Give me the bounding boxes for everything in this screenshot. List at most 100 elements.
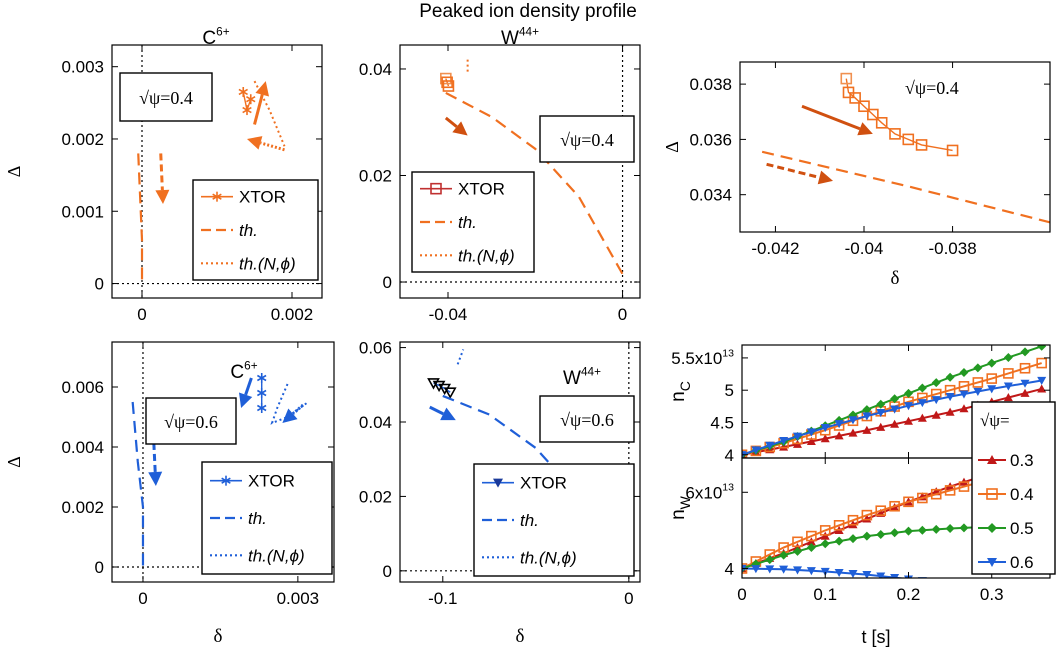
data-point-psi-0.3 bbox=[779, 442, 789, 451]
series-line-th bbox=[137, 153, 144, 284]
data-point-psi-0.3 bbox=[820, 434, 830, 443]
y-tick-label: 0.02 bbox=[359, 166, 392, 185]
y-tick-label: 0 bbox=[95, 558, 104, 577]
panel-title: W44+ bbox=[563, 365, 601, 389]
data-point-psi-0.5 bbox=[945, 372, 955, 382]
y-axis-label: Δ bbox=[4, 456, 24, 468]
panel-zoom_top: -0.042 -0.04 -0.038 0.034 0.036 0.038 Δδ √ψ=0.4 bbox=[662, 61, 1051, 289]
data-point-psi-0.6 bbox=[792, 432, 802, 441]
y-tick-label: 0 bbox=[95, 275, 104, 294]
data-point-xtor bbox=[432, 380, 446, 393]
legend-label-psi-0.4: 0.4 bbox=[1010, 485, 1034, 504]
legend-swatch-marker bbox=[493, 478, 503, 488]
data-point-psi-0.3 bbox=[862, 425, 872, 434]
legend-title: √ψ= bbox=[980, 411, 1010, 430]
annotation-sqrt-psi: √ψ=0.6 bbox=[560, 410, 614, 430]
annotation-box bbox=[539, 115, 635, 163]
panel-title: W44+ bbox=[501, 25, 539, 49]
data-point-psi-0.5 bbox=[1037, 345, 1047, 351]
data-point-xtor bbox=[915, 139, 928, 151]
x-tick-label: -0.042 bbox=[751, 239, 799, 258]
y-axis-label: Δ bbox=[662, 141, 682, 153]
legend-swatch-marker bbox=[212, 191, 222, 202]
trend-arrow bbox=[282, 403, 305, 423]
data-point-psi-0.6 bbox=[806, 428, 816, 437]
data-point-xtor bbox=[440, 72, 452, 85]
axes-frame bbox=[399, 341, 641, 583]
data-point-psi-0.6 bbox=[765, 441, 775, 450]
data-point-psi-0.4 bbox=[1019, 362, 1031, 374]
data-point-psi-0.3 bbox=[903, 416, 913, 425]
data-point-xtor bbox=[840, 72, 853, 85]
trend-arrow bbox=[155, 153, 170, 205]
y-axis-label: nC bbox=[668, 381, 693, 402]
data-point-psi-0.4 bbox=[875, 505, 887, 516]
data-point-psi-0.5 bbox=[792, 546, 802, 556]
x-axis-label: δ bbox=[516, 626, 525, 647]
y-tick-label: 0.038 bbox=[689, 75, 732, 94]
data-point-psi-0.6 bbox=[987, 385, 997, 394]
x-tick-label: 0 bbox=[618, 305, 627, 324]
data-point-psi-0.4 bbox=[806, 530, 817, 542]
legend: XTOR th. th.(N,ϕ) bbox=[201, 461, 333, 575]
data-point-psi-0.3 bbox=[1020, 388, 1030, 397]
y-tick-label: 5.5x1013 bbox=[671, 347, 734, 368]
y-tick-label: 0.006 bbox=[61, 378, 104, 397]
y-tick-label: 4 bbox=[725, 559, 734, 578]
x-axis-label: δ bbox=[891, 268, 900, 289]
legend-swatch-marker bbox=[986, 488, 998, 500]
data-point-psi-0.6 bbox=[779, 436, 789, 446]
y-tick-label: 0.003 bbox=[61, 58, 104, 77]
series-line-th-n-phi bbox=[456, 349, 465, 365]
y-tick-label: 4 bbox=[725, 446, 734, 465]
data-point-psi-0.5 bbox=[862, 405, 872, 415]
data-point-psi-0.6 bbox=[792, 566, 802, 575]
data-point-psi-0.5 bbox=[917, 525, 927, 535]
data-point-psi-0.5 bbox=[931, 378, 941, 388]
data-point-psi-0.5 bbox=[945, 523, 955, 533]
x-tick-label: 0.1 bbox=[813, 585, 837, 604]
y-tick-label: 0.004 bbox=[61, 438, 104, 457]
data-point-psi-0.6 bbox=[890, 405, 900, 414]
data-point-psi-0.6 bbox=[876, 408, 886, 418]
x-tick-label: 0.3 bbox=[980, 585, 1004, 604]
series-line-xtor bbox=[445, 78, 450, 87]
data-point-xtor bbox=[256, 403, 267, 413]
data-point-psi-0.4 bbox=[889, 500, 900, 512]
data-point-psi-0.3 bbox=[959, 404, 969, 413]
plot-area bbox=[440, 58, 624, 275]
data-point-psi-0.5 bbox=[806, 543, 816, 553]
legend-swatch-marker bbox=[987, 558, 997, 567]
data-point-psi-0.6 bbox=[751, 565, 761, 574]
data-point-psi-0.6 bbox=[751, 446, 761, 455]
annotation-sqrt-psi: √ψ=0.4 bbox=[905, 78, 959, 98]
annotation-sqrt-psi: √ψ=0.6 bbox=[164, 412, 218, 432]
data-point-xtor bbox=[256, 388, 267, 398]
series-line-th bbox=[761, 150, 1050, 224]
y-tick-label: 6x1013 bbox=[685, 482, 734, 503]
legend-label-th: th. bbox=[458, 213, 477, 232]
legend-label-xtor: XTOR bbox=[239, 188, 286, 207]
data-point-psi-0.6 bbox=[946, 580, 955, 588]
x-tick-label: 0 bbox=[737, 585, 746, 604]
data-point-xtor bbox=[443, 387, 457, 399]
y-tick-label: 0.02 bbox=[359, 487, 392, 506]
panel-w44_top: -0.04 0 0 0.02 0.04 W44+ √ψ=0.4 XTOR th. th.(N,ϕ) bbox=[359, 25, 641, 324]
data-point-psi-0.3 bbox=[917, 413, 927, 422]
data-point-psi-0.6 bbox=[931, 396, 941, 405]
data-point-xtor bbox=[946, 144, 959, 157]
data-point-psi-0.5 bbox=[959, 368, 969, 378]
x-tick-label: -0.038 bbox=[928, 239, 976, 258]
panel-c6_bottom: 0 0.003 0 0.002 0.004 0.006 Δδ C6+ √ψ=0.6 XTOR th.… bbox=[4, 341, 335, 647]
data-point-psi-0.5 bbox=[834, 536, 844, 546]
x-tick-label: 0.2 bbox=[897, 585, 921, 604]
trend-arrow bbox=[429, 405, 456, 421]
panel-title: C6+ bbox=[202, 25, 229, 49]
data-point-psi-0.6 bbox=[876, 572, 886, 578]
data-point-psi-0.5 bbox=[890, 528, 900, 538]
y-tick-label: 0.002 bbox=[61, 498, 104, 517]
annotation-box bbox=[145, 397, 237, 445]
data-point-psi-0.6 bbox=[917, 399, 927, 408]
data-point-psi-0.6 bbox=[932, 579, 941, 587]
